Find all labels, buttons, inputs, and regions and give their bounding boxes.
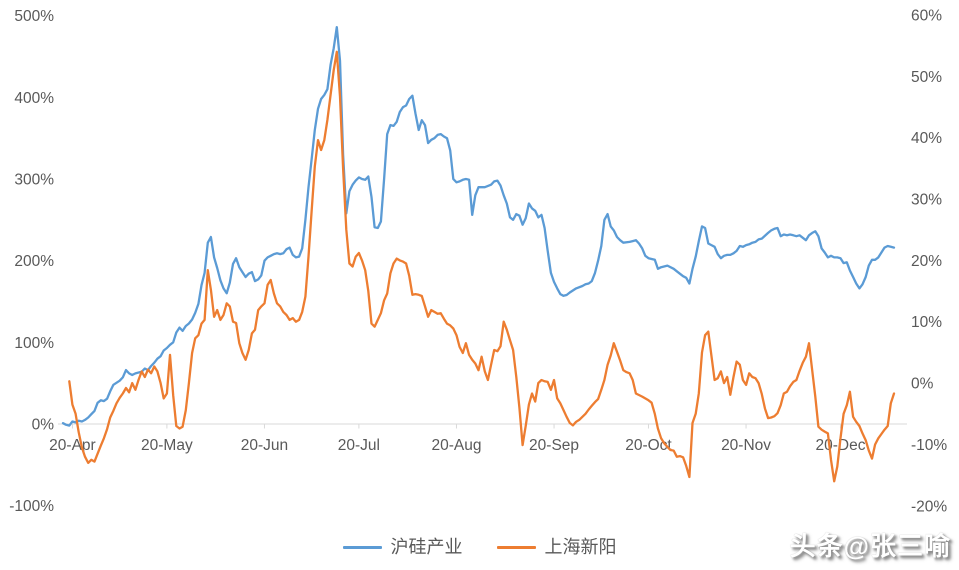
y-axis-right-tick-label: -20% xyxy=(911,498,947,515)
y-axis-right-tick-label: 50% xyxy=(911,69,942,86)
y-axis-left-tick-label: 0% xyxy=(32,417,55,434)
y-axis-left-tick-label: 300% xyxy=(14,171,54,188)
x-axis-tick-label: 20-Nov xyxy=(721,437,771,454)
x-axis-tick-label: 20-Jul xyxy=(338,437,380,454)
y-axis-right-tick-label: 0% xyxy=(911,376,934,393)
x-axis-tick-label: 20-Oct xyxy=(625,437,672,454)
legend-item-series-1: 上海新阳 xyxy=(496,537,617,557)
y-axis-right-tick-label: 10% xyxy=(911,314,942,331)
y-axis-right-tick-label: -10% xyxy=(911,437,947,454)
x-axis-tick-label: 20-Aug xyxy=(431,437,481,454)
y-axis-right-tick-label: 30% xyxy=(911,192,942,209)
x-axis-tick-label: 20-Sep xyxy=(529,437,579,454)
x-axis-tick-label: 20-Apr xyxy=(49,437,96,454)
x-axis-tick-label: 20-Jun xyxy=(241,437,288,454)
x-axis-tick-label: 20-May xyxy=(141,437,193,454)
series-line-1 xyxy=(68,50,896,483)
y-axis-left-tick-label: -100% xyxy=(9,498,54,515)
y-axis-right-tick-label: 20% xyxy=(911,253,942,270)
legend: 沪硅产业 上海新阳 xyxy=(0,538,959,556)
y-axis-left-tick-label: 100% xyxy=(14,335,54,352)
series-line-0 xyxy=(61,25,896,427)
watermark: 头条@张三喻 xyxy=(789,531,951,561)
legend-label-series-1: 上海新阳 xyxy=(544,537,617,557)
y-axis-left-tick-label: 200% xyxy=(14,253,54,270)
y-axis-right-tick-label: 40% xyxy=(911,130,942,147)
y-axis-left-tick-label: 500% xyxy=(14,8,54,25)
y-axis-right-tick-label: 60% xyxy=(911,7,942,24)
y-axis-left-tick-label: 400% xyxy=(14,90,54,107)
legend-line-swatch-blue xyxy=(342,545,382,549)
legend-line-swatch-orange xyxy=(496,545,536,549)
legend-label-series-0: 沪硅产业 xyxy=(390,537,463,557)
legend-item-series-0: 沪硅产业 xyxy=(342,537,463,557)
